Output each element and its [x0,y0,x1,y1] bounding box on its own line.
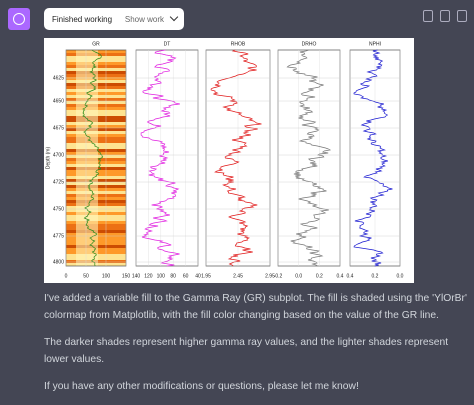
message-actions [423,10,467,22]
x-tick-label: 60 [183,273,189,279]
x-tick-label: 80 [170,273,176,279]
x-tick-label: 120 [144,273,153,279]
x-tick-label: 50 [83,273,89,279]
thumbs-up-icon[interactable] [440,10,450,22]
chevron [169,12,179,22]
x-tick-label: 40 [195,273,201,279]
x-tick-label: 100 [157,273,166,279]
paragraph: If you have any other modifications or q… [44,381,359,392]
y-axis-label: Depth (m) [45,147,51,170]
thumbs-down-icon[interactable] [457,10,467,22]
x-tick-label: 0.0 [397,273,404,279]
status-label: Finished working [52,14,113,24]
x-tick-label: 0.4 [347,273,354,279]
copy-icon[interactable] [423,10,433,22]
message-text: I've added a variable fill to the Gamma … [44,290,469,405]
y-tick-label: 4750 [53,206,64,212]
x-tick-label: 100 [102,273,111,279]
track-title: DT [164,41,171,47]
y-tick-label: 4650 [53,98,64,104]
log-curve [286,49,332,267]
log-curve [353,49,393,267]
track-frame [277,49,341,267]
log-curve [140,49,180,267]
y-tick-label: 4625 [53,75,64,81]
track-title: GR [92,41,100,47]
well-log-figure: GR 0 50 100 150 DT 140 120 100 80 60 40 RHOB 1.95 2.45… [44,38,414,283]
status-button[interactable]: Finished working Show work [44,8,184,30]
x-tick-label: 150 [122,273,131,279]
x-tick-label: 0.2 [316,273,323,279]
x-tick-label: 0.4 [337,273,344,279]
y-tick-label: 4775 [53,233,64,239]
y-tick-label: 4800 [53,259,64,265]
y-tick-label: 4725 [53,179,64,185]
x-tick-label: 2.95 [265,273,275,279]
y-tick-label: 4700 [53,152,64,158]
x-tick-label: 1.95 [201,273,211,279]
track-title: DRHO [302,41,317,47]
x-tick-label: 140 [132,273,141,279]
paragraph: I've added a variable fill to the Gamma … [44,293,467,321]
show-work[interactable]: Show work [124,14,164,24]
x-tick-label: -0.2 [274,273,283,279]
x-tick-label: 0 [65,273,68,279]
track-title: RHOB [231,41,246,47]
paragraph: The darker shades represent higher gamma… [44,337,449,365]
y-tick-label: 4675 [53,125,64,131]
x-tick-label: 2.45 [233,273,243,279]
x-tick-label: 0.0 [295,273,302,279]
gr-fill-core [76,50,98,266]
assistant-avatar [8,8,30,30]
track-title: NPHI [369,41,381,47]
log-curve [210,49,262,267]
log-curve [82,49,104,267]
x-tick-label: 0.2 [372,273,379,279]
